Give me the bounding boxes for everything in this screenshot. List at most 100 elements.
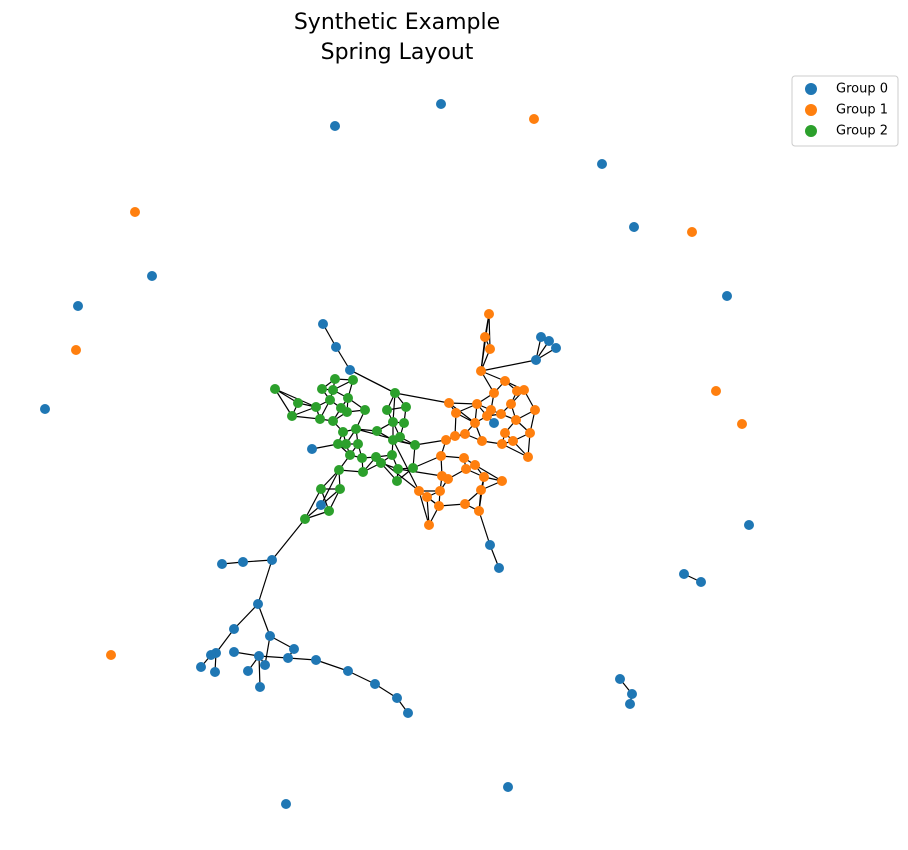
edge	[349, 369, 396, 394]
node	[358, 467, 368, 477]
legend: Group 0 Group 1 Group 2	[791, 75, 899, 147]
node	[316, 484, 326, 494]
node	[737, 419, 747, 429]
node	[229, 624, 239, 634]
node	[229, 647, 239, 657]
node	[270, 384, 280, 394]
node	[414, 486, 424, 496]
edge	[480, 336, 486, 372]
node	[335, 484, 345, 494]
node	[265, 631, 275, 641]
node	[523, 452, 533, 462]
node	[392, 693, 402, 703]
node	[696, 577, 706, 587]
node	[106, 650, 116, 660]
node	[382, 405, 392, 415]
node	[489, 418, 499, 428]
node	[372, 426, 382, 436]
node	[395, 432, 405, 442]
edge	[304, 488, 322, 520]
node	[370, 679, 380, 689]
edge	[271, 518, 306, 561]
node	[472, 399, 482, 409]
edge	[474, 464, 503, 482]
node	[410, 440, 420, 450]
legend-label: Group 2	[836, 124, 888, 139]
node	[238, 557, 248, 567]
node	[283, 653, 293, 663]
node	[511, 415, 521, 425]
node	[625, 699, 635, 709]
legend-marker	[805, 83, 817, 95]
node	[307, 444, 317, 454]
chart-subtitle: Spring Layout	[321, 40, 474, 65]
node	[422, 492, 432, 502]
node	[459, 453, 469, 463]
node	[525, 428, 535, 438]
node	[343, 666, 353, 676]
node	[444, 398, 454, 408]
node	[477, 436, 487, 446]
node	[206, 650, 216, 660]
nodes	[40, 99, 754, 809]
node	[343, 393, 353, 403]
node	[71, 345, 81, 355]
edge	[480, 359, 537, 372]
node	[300, 514, 310, 524]
node	[485, 540, 495, 550]
node	[530, 405, 540, 415]
node	[531, 355, 541, 365]
node	[341, 439, 351, 449]
node	[460, 429, 470, 439]
node	[388, 417, 398, 427]
node	[316, 500, 326, 510]
node	[260, 660, 270, 670]
node	[311, 402, 321, 412]
node	[147, 271, 157, 281]
node	[328, 385, 338, 395]
node	[687, 227, 697, 237]
node	[333, 439, 343, 449]
node	[330, 121, 340, 131]
node	[255, 682, 265, 692]
node	[461, 464, 471, 474]
node	[436, 99, 446, 109]
node	[311, 655, 321, 665]
node	[408, 463, 418, 473]
node	[435, 486, 445, 496]
node	[254, 651, 264, 661]
node	[281, 799, 291, 809]
node	[497, 439, 507, 449]
edge	[233, 603, 259, 630]
chart-title: Synthetic Example	[294, 10, 500, 35]
node	[376, 458, 386, 468]
edge	[478, 510, 491, 546]
edge	[397, 468, 443, 477]
node	[436, 451, 446, 461]
node	[267, 555, 277, 565]
node	[536, 332, 546, 342]
node	[506, 399, 516, 409]
node	[357, 453, 367, 463]
node	[73, 301, 83, 311]
node	[324, 506, 334, 516]
node	[484, 309, 494, 319]
node	[482, 411, 492, 421]
node	[460, 499, 470, 509]
node	[443, 474, 453, 484]
node	[500, 428, 510, 438]
legend-box	[791, 75, 899, 147]
edge	[257, 559, 273, 605]
edge	[488, 313, 491, 350]
node	[679, 569, 689, 579]
node	[496, 409, 506, 419]
node	[315, 414, 325, 424]
edge	[258, 655, 261, 688]
node	[450, 431, 460, 441]
node	[334, 465, 344, 475]
node	[293, 398, 303, 408]
node	[336, 403, 346, 413]
edge	[394, 392, 450, 404]
